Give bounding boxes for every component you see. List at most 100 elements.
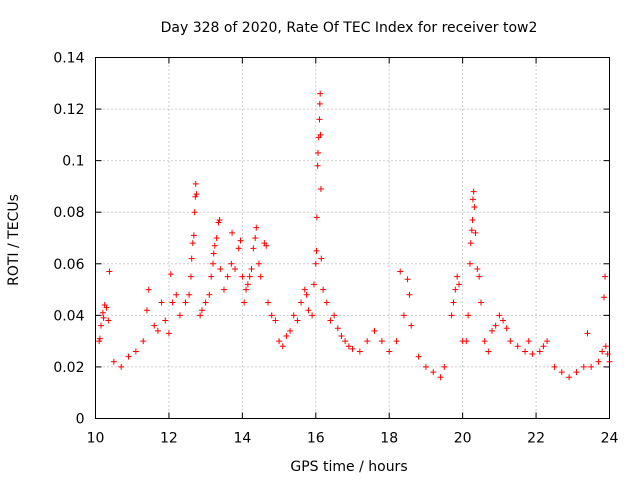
roti-point bbox=[228, 260, 235, 267]
roti-point bbox=[400, 312, 407, 319]
roti-point bbox=[448, 312, 455, 319]
roti-point bbox=[595, 358, 602, 365]
y-tick-labels: 0 0.02 0.04 0.06 0.08 0.1 0.12 0.14 bbox=[53, 51, 84, 428]
roti-point bbox=[303, 291, 310, 298]
roti-point bbox=[314, 149, 321, 156]
roti-point bbox=[580, 363, 587, 370]
roti-point bbox=[496, 312, 503, 319]
roti-point bbox=[317, 90, 324, 97]
roti-point bbox=[599, 348, 606, 355]
roti-point bbox=[298, 299, 305, 306]
roti-point bbox=[489, 327, 496, 334]
roti-point bbox=[253, 224, 260, 231]
roti-point bbox=[437, 374, 444, 381]
x-tick-label: 12 bbox=[160, 431, 178, 447]
roti-point bbox=[96, 335, 103, 342]
roti-point bbox=[544, 338, 551, 345]
roti-point bbox=[474, 265, 481, 272]
roti-point bbox=[272, 317, 279, 324]
roti-point bbox=[208, 273, 215, 280]
roti-point bbox=[309, 312, 316, 319]
roti-point bbox=[210, 250, 217, 257]
roti-point bbox=[529, 351, 536, 358]
roti-point bbox=[602, 343, 609, 350]
roti-point bbox=[323, 299, 330, 306]
data-points bbox=[96, 90, 613, 381]
roti-point bbox=[173, 291, 180, 298]
roti-point bbox=[364, 338, 371, 345]
roti-point bbox=[476, 273, 483, 280]
grid-lines bbox=[95, 57, 610, 419]
roti-point bbox=[397, 268, 404, 275]
roti-point bbox=[404, 276, 411, 283]
roti-point bbox=[154, 327, 161, 334]
roti-point bbox=[287, 327, 294, 334]
roti-point bbox=[320, 286, 327, 293]
roti-point bbox=[327, 317, 334, 324]
roti-point bbox=[318, 255, 325, 262]
roti-point bbox=[187, 273, 194, 280]
roti-point bbox=[215, 219, 222, 226]
roti-point bbox=[191, 209, 198, 216]
x-tick-label: 24 bbox=[601, 431, 619, 447]
roti-point bbox=[224, 273, 231, 280]
roti-point bbox=[243, 286, 250, 293]
y-tick-label: 0.1 bbox=[62, 154, 84, 170]
roti-point bbox=[283, 332, 290, 339]
roti-point bbox=[540, 343, 547, 350]
roti-point bbox=[189, 240, 196, 247]
roti-point bbox=[471, 204, 478, 211]
roti-point bbox=[465, 312, 472, 319]
x-tick-labels: 10 12 14 16 18 20 22 24 bbox=[87, 431, 619, 447]
roti-point bbox=[481, 338, 488, 345]
roti-point bbox=[492, 322, 499, 329]
roti-point bbox=[106, 268, 113, 275]
roti-point bbox=[316, 100, 323, 107]
y-axis-label: ROTI / TECUs bbox=[6, 194, 22, 286]
roti-point bbox=[602, 273, 609, 280]
roti-point bbox=[105, 317, 112, 324]
roti-point bbox=[235, 245, 242, 252]
roti-point bbox=[345, 343, 352, 350]
roti-point bbox=[162, 317, 169, 324]
roti-point bbox=[356, 348, 363, 355]
y-tick-label: 0 bbox=[76, 412, 85, 428]
roti-point bbox=[334, 325, 341, 332]
roti-point bbox=[110, 358, 117, 365]
roti-point bbox=[472, 229, 479, 236]
roti-point bbox=[255, 260, 262, 267]
y-tick-label: 0.12 bbox=[53, 102, 84, 118]
roti-point bbox=[313, 214, 320, 221]
roti-point bbox=[169, 299, 176, 306]
roti-point bbox=[588, 363, 595, 370]
chart-title: Day 328 of 2020, Rate Of TEC Index for r… bbox=[161, 20, 538, 36]
roti-point bbox=[103, 304, 110, 311]
roti-point bbox=[573, 369, 580, 376]
roti-point bbox=[192, 180, 199, 187]
roti-point bbox=[331, 312, 338, 319]
roti-point bbox=[118, 363, 125, 370]
roti-point bbox=[455, 281, 462, 288]
roti-point bbox=[96, 338, 103, 345]
roti-point bbox=[441, 363, 448, 370]
roti-point bbox=[584, 330, 591, 337]
roti-point bbox=[186, 291, 193, 298]
roti-point bbox=[408, 322, 415, 329]
roti-point bbox=[239, 273, 246, 280]
roti-point bbox=[301, 286, 308, 293]
roti-point bbox=[209, 260, 216, 267]
roti-point bbox=[250, 245, 257, 252]
roti-point bbox=[100, 314, 107, 321]
roti-point bbox=[503, 325, 510, 332]
roti-point bbox=[182, 299, 189, 306]
roti-point bbox=[206, 291, 213, 298]
roti-point bbox=[463, 338, 470, 345]
roti-point bbox=[317, 131, 324, 138]
roti-point bbox=[371, 327, 378, 334]
roti-point bbox=[485, 348, 492, 355]
roti-point bbox=[470, 188, 477, 195]
roti-point bbox=[422, 363, 429, 370]
roti-point bbox=[454, 273, 461, 280]
roti-point bbox=[349, 345, 356, 352]
